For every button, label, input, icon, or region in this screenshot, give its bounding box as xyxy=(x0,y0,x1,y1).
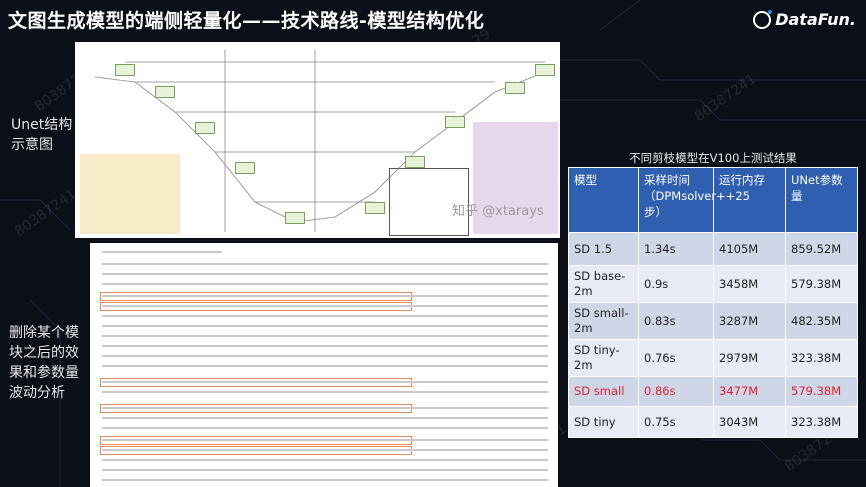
table-row: SD small-2m 0.83s 3287M 482.35M xyxy=(568,302,858,340)
cell-model: SD base-2m xyxy=(568,265,639,303)
listing-row xyxy=(102,381,548,383)
cell-model: SD tiny-2m xyxy=(568,339,639,377)
cell-params: 579.38M xyxy=(785,265,858,303)
table-row: SD tiny-2m 0.76s 2979M 323.38M xyxy=(568,339,858,377)
ablation-results-image xyxy=(90,243,558,487)
listing-row xyxy=(102,439,548,441)
datafun-logo: DataFun. xyxy=(753,9,856,29)
unet-label: Unet结构示意图 xyxy=(11,117,73,153)
unet-diagram-image: 知乎 @xtarays xyxy=(75,42,560,238)
diagram-node xyxy=(115,64,135,76)
listing-row xyxy=(102,305,548,307)
listing-row xyxy=(102,459,548,461)
cell-memory: 4105M xyxy=(713,232,786,266)
listing-row xyxy=(102,417,548,419)
listing-row xyxy=(102,449,548,451)
cell-params: 482.35M xyxy=(785,302,858,340)
listing-row xyxy=(102,407,548,409)
cell-params: 859.52M xyxy=(785,232,858,266)
diagram-legend-box xyxy=(389,168,469,236)
table-row: SD 1.5 1.34s 4105M 859.52M xyxy=(568,232,858,266)
table-caption: 不同剪枝模型在V100上测试结果 xyxy=(629,151,797,165)
cell-time: 0.75s xyxy=(638,406,714,438)
unet-diagram-lines xyxy=(94,50,546,232)
listing-row xyxy=(102,469,548,471)
cell-params: 579.38M xyxy=(785,376,858,407)
listing-row xyxy=(102,355,548,357)
diagram-node xyxy=(405,156,425,168)
logo-mark-icon xyxy=(753,9,773,29)
cell-model: SD small-2m xyxy=(568,302,639,340)
listing-row xyxy=(102,295,548,297)
table-row: SD base-2m 0.9s 3458M 579.38M xyxy=(568,265,858,303)
logo-text: DataFun. xyxy=(775,10,856,29)
slide-title: 文图生成模型的端侧轻量化——技术路线-模型结构优化 xyxy=(8,10,485,32)
listing-row xyxy=(102,345,548,347)
diagram-yellow-region xyxy=(80,154,180,234)
diagram-node xyxy=(195,122,215,134)
cell-memory: 3477M xyxy=(713,376,786,407)
table-row: SD tiny 0.75s 3043M 323.38M xyxy=(568,406,858,438)
listing-row xyxy=(102,365,548,367)
cell-time: 0.86s xyxy=(638,376,714,407)
listing-row xyxy=(102,273,548,275)
header-model: 模型 xyxy=(568,167,639,233)
cell-memory: 3287M xyxy=(713,302,786,340)
listing-row xyxy=(102,335,548,337)
diagram-node xyxy=(365,202,385,214)
header-params: UNet参数量 xyxy=(785,167,858,233)
listing-row xyxy=(102,427,548,429)
diagram-node xyxy=(235,162,255,174)
listing-row xyxy=(102,315,548,317)
cell-model: SD small xyxy=(568,376,639,407)
diagram-node xyxy=(155,86,175,98)
listing-row xyxy=(102,283,548,285)
diagram-node xyxy=(285,212,305,224)
table-header-row: 模型 采样时间（DPMsolver++25步） 运行内存 UNet参数量 xyxy=(568,167,858,233)
diagram-node xyxy=(445,116,465,128)
cell-params: 323.38M xyxy=(785,406,858,438)
listing-row xyxy=(102,391,548,393)
cell-model: SD tiny xyxy=(568,406,639,438)
cell-model: SD 1.5 xyxy=(568,232,639,266)
cell-memory: 2979M xyxy=(713,339,786,377)
cell-time: 0.76s xyxy=(638,339,714,377)
header-sampling-time: 采样时间（DPMsolver++25步） xyxy=(638,167,750,233)
cell-memory: 3458M xyxy=(713,265,786,303)
cell-memory: 3043M xyxy=(713,406,786,438)
cell-time: 0.83s xyxy=(638,302,714,340)
table-row-highlighted: SD small 0.86s 3477M 579.38M xyxy=(568,376,858,407)
ablation-label: 删除某个模块之后的效果和参数量波动分析 xyxy=(9,325,79,401)
listing-row xyxy=(102,479,548,481)
cell-time: 0.9s xyxy=(638,265,714,303)
cell-time: 1.34s xyxy=(638,232,714,266)
listing-row xyxy=(102,251,222,253)
diagram-node xyxy=(535,64,555,76)
diagram-purple-region xyxy=(473,122,558,234)
header-memory: 运行内存 xyxy=(713,167,786,233)
diagram-node xyxy=(505,82,525,94)
cell-params: 323.38M xyxy=(785,339,858,377)
listing-row xyxy=(102,263,548,265)
listing-row xyxy=(102,325,548,327)
zhihu-watermark: 知乎 @xtarays xyxy=(452,204,544,219)
model-benchmark-table: 模型 采样时间（DPMsolver++25步） 运行内存 UNet参数量 SD … xyxy=(568,167,858,438)
